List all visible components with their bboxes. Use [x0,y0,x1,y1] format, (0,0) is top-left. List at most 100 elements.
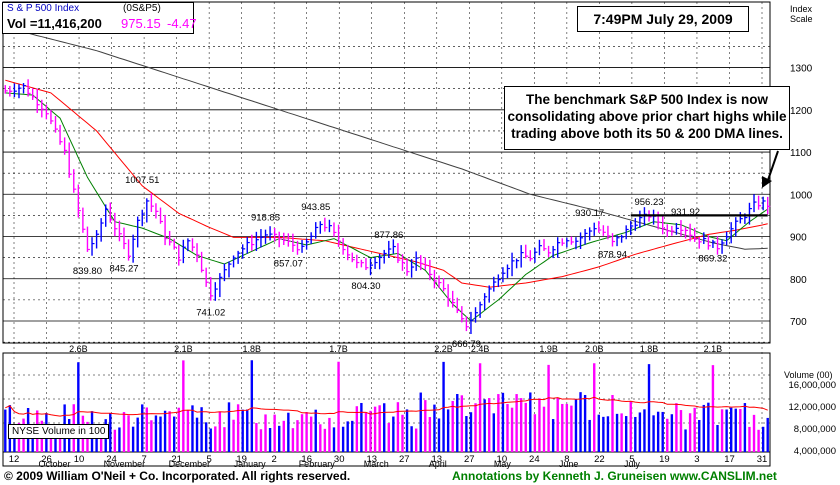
date-tick-label: 27 [464,454,475,465]
volume-peak-labels: 2.6B 2.1B 1.8B 1.7B 2.2B 2.4B 1.9B 2.0B 1.8B 2.1B [69,344,722,354]
date-tick-label: 17 [724,454,735,465]
price-label: 918.85 [251,213,280,224]
date-tick-label: 26 [41,454,52,465]
month-label: April [429,459,447,469]
arrow-icon [766,150,779,184]
volume-ma-line [5,396,768,417]
price-label: 839.80 [73,266,102,277]
date-tick-label: 19 [236,454,247,465]
scale-label: Index [790,4,813,14]
date-tick-label: 31 [757,454,768,465]
price-labels: 1007.51 839.80 845.27 741.02 918.85 857.07 943… [73,175,728,350]
volume-tick-label: 16,000,000 [788,380,836,391]
annotations-credit: Annotations by Kenneth J. Gruneisen www.… [452,469,777,483]
date-tick-label: 12 [9,454,20,465]
volume-label: Vol =11,416,200 [7,16,102,31]
price-tick-label: 1300 [790,64,813,75]
volume-panel-frame [2,352,771,453]
price-label: 1007.51 [125,175,159,186]
volume-peak-label: 2.1B [174,344,193,354]
arrow-group [762,150,779,188]
price-label: 931.92 [671,207,700,218]
month-label: June [559,459,579,469]
date-tick-label: 22 [594,454,605,465]
ma-short-line [5,92,768,322]
price-tick-label: 1100 [790,148,812,159]
ma200-group [5,26,768,250]
price-label: 869.32 [698,253,727,264]
ma200-line [5,26,768,250]
date-tick-label: 5 [629,454,634,465]
volume-axis-label: Volume (00) [784,370,833,380]
price-label: 943.85 [301,202,330,213]
date-tick-label: 3 [694,454,699,465]
volume-peak-label: 1.7B [329,344,348,354]
month-label: February [299,459,336,469]
month-label: March [364,459,389,469]
date-tick-label: 21 [171,454,182,465]
price-tick-label: 900 [790,233,807,244]
date-tick-label: 5 [206,454,211,465]
price-label: 741.02 [196,308,225,319]
date-tick-label: 2 [272,454,277,465]
volume-tick-label: 4,000,000 [794,446,836,457]
price-tick-label: 1200 [790,106,813,117]
volume-peak-label: 2.6B [69,344,88,354]
date-tick-label: 13 [431,454,442,465]
date-tick-label: 19 [659,454,670,465]
copyright: © 2009 William O'Neil + Co. Incorporated… [4,469,351,483]
date-tick-label: 30 [334,454,345,465]
date-tick-label: 10 [74,454,85,465]
date-tick-label: 13 [366,454,377,465]
volume-peak-label: 1.8B [243,344,262,354]
price-label: 845.27 [109,264,138,275]
ma-short-group [5,92,768,322]
arrow-head-icon [762,176,772,188]
volume-peak-label: 2.4B [471,344,490,354]
volume-peak-label: 1.8B [640,344,659,354]
price-label: 956.23 [634,197,663,208]
month-label: October [39,459,71,469]
index-name: S & P 500 Index [7,3,80,14]
month-label: December [169,459,211,469]
annotation-box: The benchmark S&P 500 Index is now conso… [504,86,790,150]
month-label: July [624,459,641,469]
date-tick-label: 27 [399,454,410,465]
date-tick-label: 8 [564,454,569,465]
price-value: 975.15 [121,16,161,31]
date-tick-label: 16 [301,454,312,465]
date-tick-label: 7 [141,454,146,465]
price-tick-label: 1000 [790,190,813,201]
header-box: S & P 500 Index (0S&P5) Vol =11,416,200 … [2,2,197,34]
volume-peak-label: 2.0B [585,344,604,354]
price-bars [4,79,771,335]
timestamp: 7:49PM July 29, 2009 [577,6,749,32]
price-tick-label: 700 [790,317,807,328]
price-tick-label: 800 [790,275,807,286]
volume-peak-label: 1.9B [539,344,558,354]
symbol: (0S&P5) [123,3,161,14]
date-tick-label: 24 [529,454,540,465]
date-axis-frame [2,451,771,467]
date-tick-label: 10 [497,454,508,465]
volume-tick-label: 8,000,000 [794,424,836,435]
month-label: January [234,459,267,469]
price-label: 930.17 [575,208,604,219]
volume-ma-group [5,396,768,417]
price-label: 804.30 [351,281,380,292]
price-label: 857.07 [274,259,303,270]
price-change: -4.47 [167,16,197,31]
price-panel-frame [2,1,771,344]
date-tick-label: 24 [106,454,117,465]
volume-tick-label: 12,000,000 [788,402,836,413]
volume-bars [4,360,769,452]
volume-peak-label: 2.2B [434,344,453,354]
month-label: November [104,459,146,469]
price-label: 666.79 [452,339,481,350]
month-label: May [494,459,512,469]
scale-label: Scale [790,14,813,24]
price-label: 877.86 [374,230,403,241]
volume-peak-label: 2.1B [704,344,723,354]
